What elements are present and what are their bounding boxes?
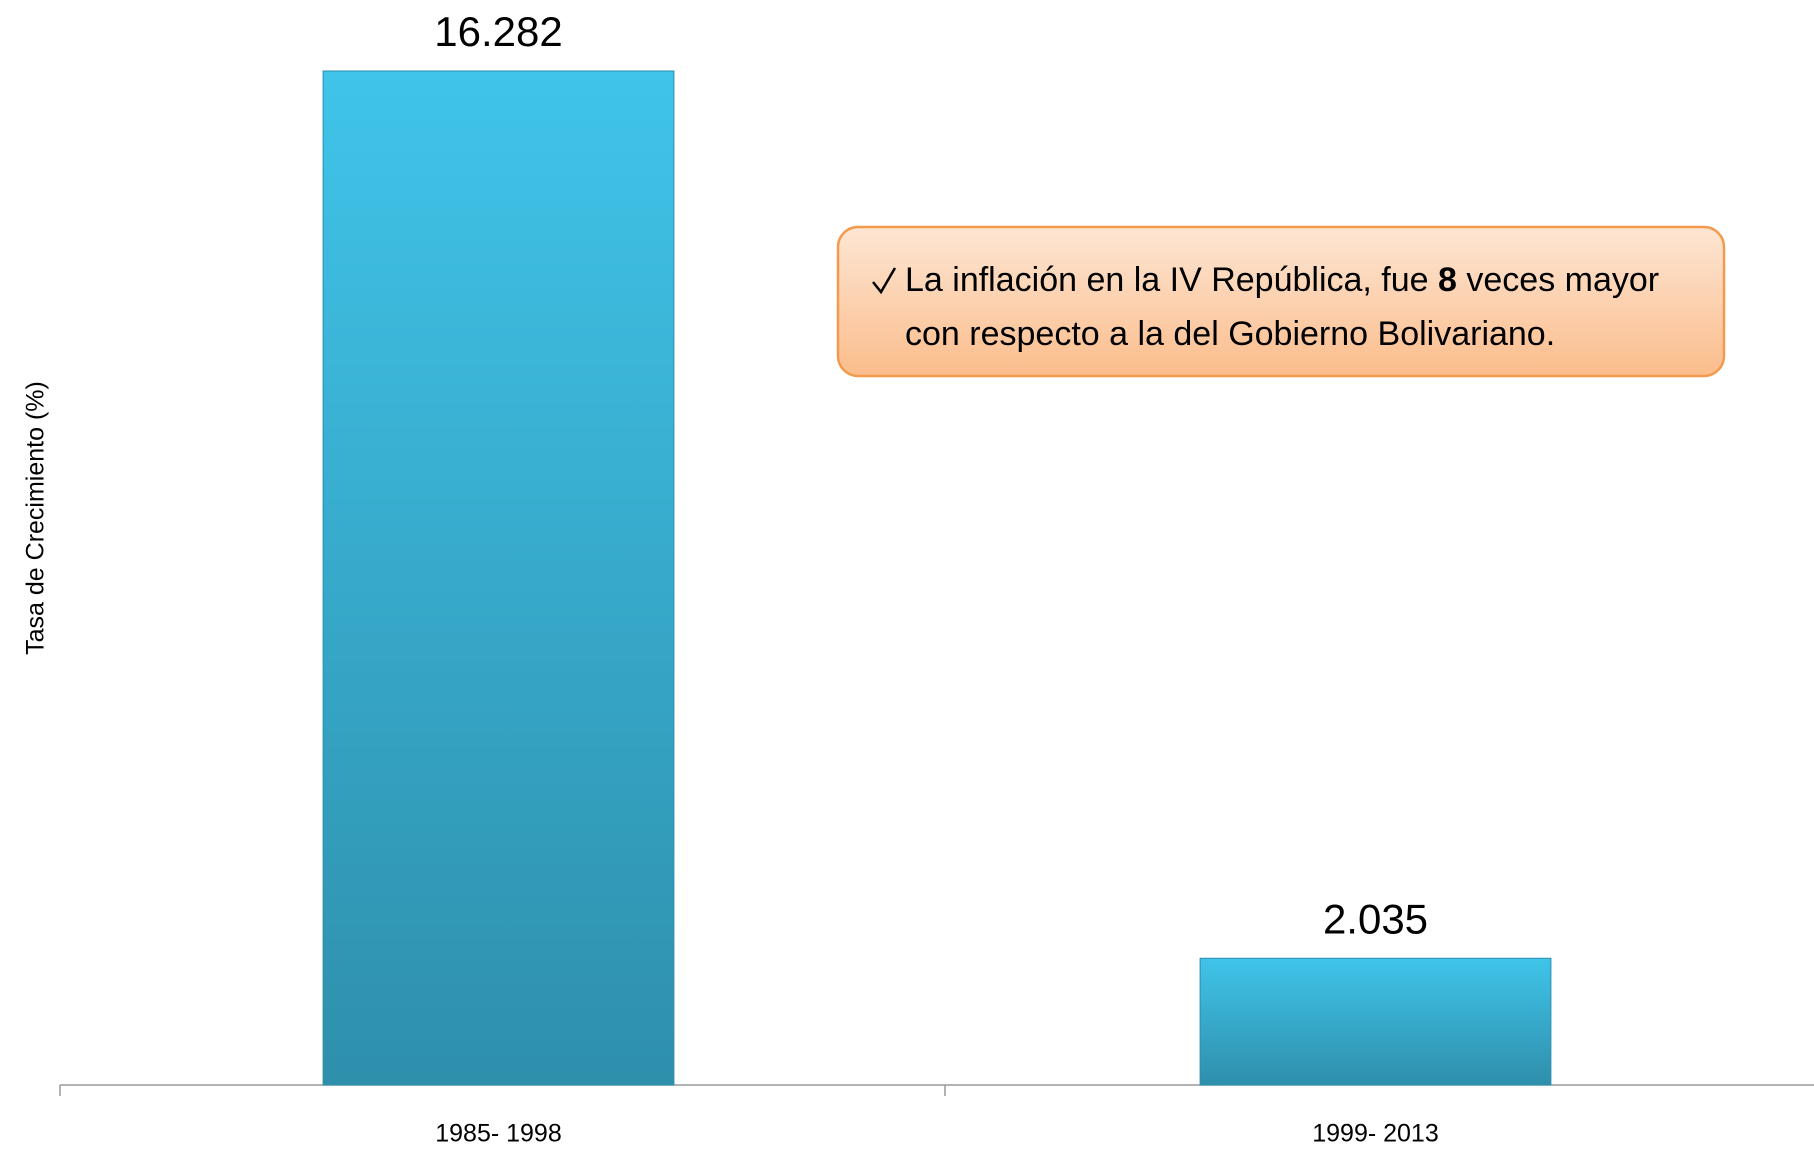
y-axis-title: Tasa de Crecimiento (%) bbox=[22, 381, 50, 655]
annotation-emphasis: 8 bbox=[1438, 261, 1457, 299]
annotation-line: La inflación en la IV República, fue 8 v… bbox=[905, 261, 1659, 299]
annotation-box bbox=[836, 225, 1726, 378]
bar bbox=[322, 70, 675, 1086]
value-label: 16.282 bbox=[434, 8, 562, 55]
check-icon bbox=[872, 267, 897, 295]
x-tick-label: 1999- 2013 bbox=[1312, 1120, 1439, 1148]
annotation-text: veces mayor bbox=[1457, 261, 1659, 299]
x-tick-label: 1985- 1998 bbox=[435, 1120, 562, 1148]
annotation-text: La inflación en la IV República, fue bbox=[905, 261, 1438, 299]
value-label: 2.035 bbox=[1323, 895, 1428, 942]
annotation-line: con respecto a la del Gobierno Bolivaria… bbox=[905, 315, 1555, 353]
bar bbox=[1199, 957, 1552, 1086]
annotation: La inflación en la IV República, fue 8 v… bbox=[836, 225, 1726, 378]
